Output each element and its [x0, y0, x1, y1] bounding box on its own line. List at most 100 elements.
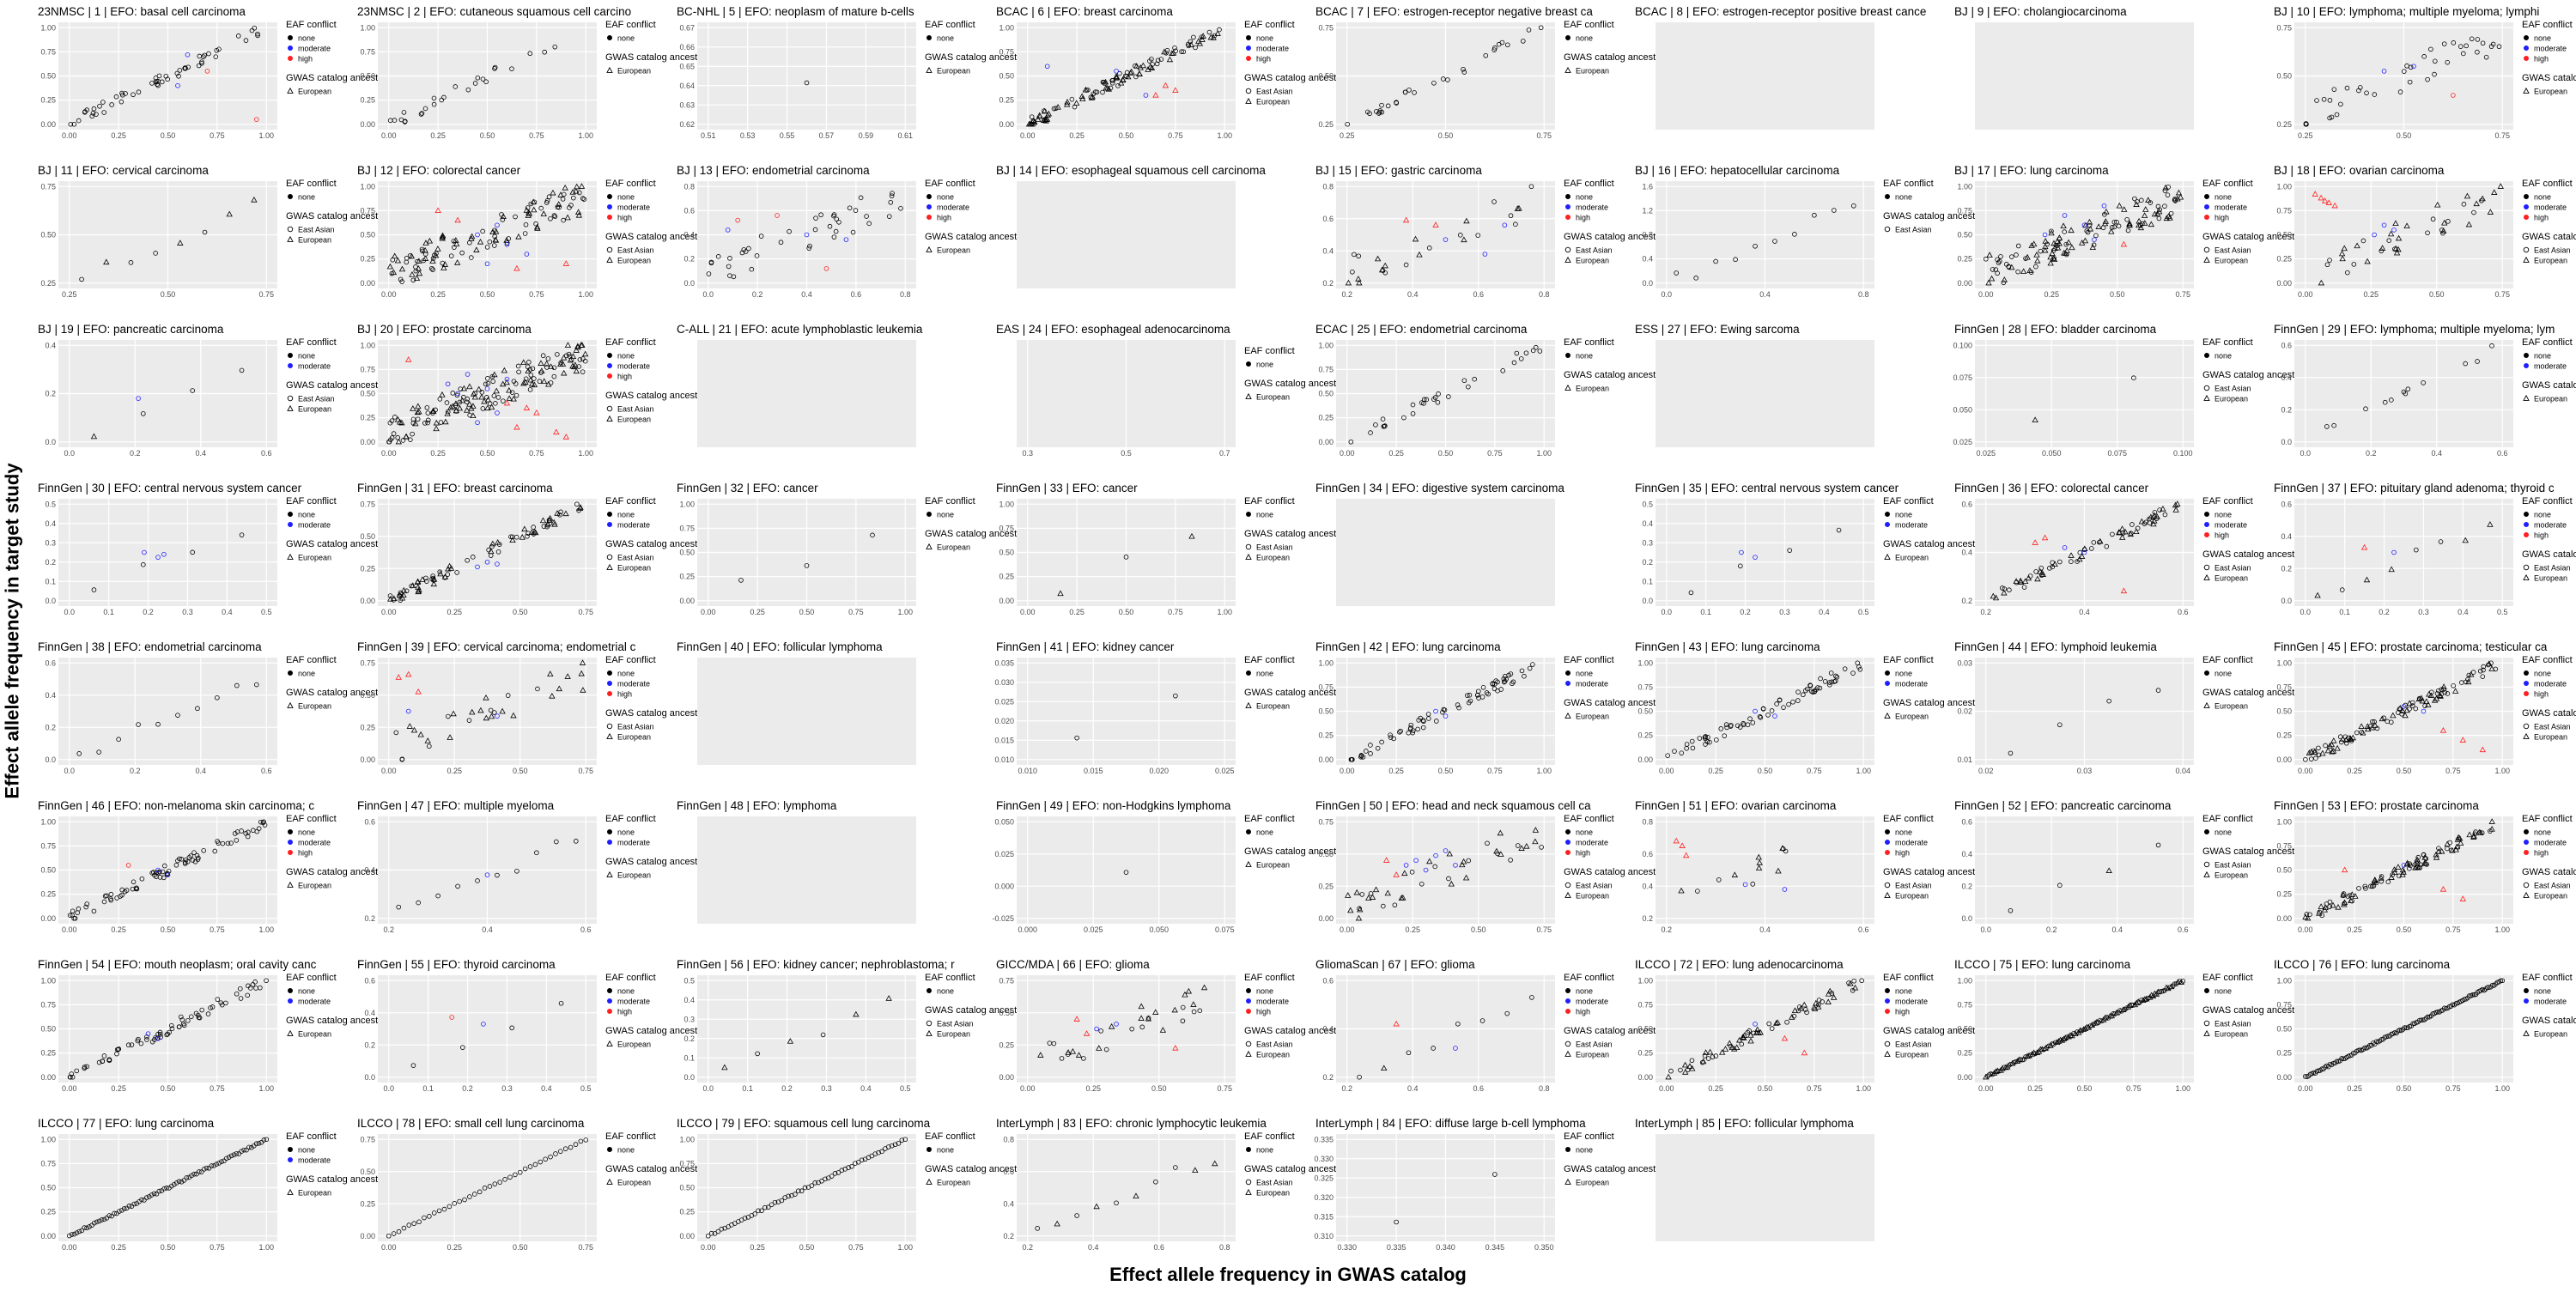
data-point: [571, 195, 576, 201]
data-point: [573, 839, 579, 844]
y-tick-label: 0.25: [2276, 890, 2292, 899]
legend-label: European: [298, 236, 331, 245]
legend-key-high: [2524, 691, 2529, 696]
data-point: [544, 520, 551, 527]
data-point: [161, 1186, 167, 1192]
legend-label: high: [617, 1008, 632, 1016]
y-tick-label: 0.00: [2276, 1073, 2292, 1082]
legend-label: East Asian: [1256, 543, 1293, 552]
data-point: [437, 397, 443, 402]
data-point: [2392, 246, 2397, 252]
legend-label: moderate: [2534, 839, 2567, 847]
legend-label: East Asian: [617, 723, 654, 731]
data-point: [2105, 867, 2112, 873]
data-point: [470, 555, 476, 560]
x-tick-label: 0.2: [1740, 608, 1751, 616]
data-point: [2363, 406, 2368, 412]
data-point: [1356, 253, 1362, 259]
data-point: [466, 718, 472, 723]
x-tick-label: 0.1: [1700, 608, 1711, 616]
data-point: [2047, 259, 2054, 266]
data-point: [2413, 706, 2419, 712]
data-point: [386, 263, 394, 270]
data-point: [1769, 708, 1775, 713]
y-axis: 0.000.250.500.751.00: [999, 500, 1236, 605]
data-point: [1065, 1049, 1072, 1055]
y-tick-label: 0.50: [2276, 72, 2292, 81]
data-point: [225, 840, 231, 846]
data-point: [1096, 1045, 1103, 1051]
y-tick-label: 0.3: [1642, 538, 1653, 547]
data-point: [1723, 722, 1729, 727]
panel-background: [1336, 816, 1555, 924]
data-point: [2021, 585, 2027, 590]
data-point: [538, 205, 544, 211]
legend-key-east-asian: [1884, 882, 1891, 889]
data-point: [431, 1210, 437, 1216]
y-tick-label: 0.50: [40, 231, 56, 240]
legend-label: East Asian: [298, 226, 335, 234]
data-point: [219, 1159, 224, 1164]
data-point: [1997, 1067, 2004, 1073]
legend-title: GWAS catalog ancestry: [1883, 1026, 1984, 1036]
x-tick-label: 0.00: [2298, 1084, 2313, 1093]
data-point: [192, 858, 198, 864]
data-point: [1128, 68, 1135, 75]
x-tick-label: 0.25: [62, 290, 77, 299]
legend-key-moderate: [1565, 998, 1571, 1004]
data-point: [562, 510, 569, 517]
legend-label: none: [298, 828, 315, 837]
data-point: [185, 64, 191, 70]
data-point: [2455, 834, 2462, 840]
legend-key-european: [2203, 870, 2210, 877]
data-point: [480, 228, 485, 234]
y-tick-label: 0.6: [2281, 341, 2292, 349]
data-point: [2148, 221, 2155, 227]
data-point: [2174, 195, 2181, 202]
legend-key-moderate: [2524, 998, 2529, 1004]
data-point: [223, 1000, 228, 1006]
x-tick-label: 0.6: [580, 925, 592, 934]
y-axis: 0.250.500.75: [1318, 23, 1555, 129]
y-tick-label: 0.4: [1642, 882, 1653, 890]
data-point: [466, 401, 473, 407]
data-point: [2068, 227, 2075, 234]
legend-key-none: [1246, 670, 1251, 676]
legend-title: EAF conflict: [1564, 337, 1614, 348]
x-axis: 0.00 0.25 0.50 0.75: [1020, 975, 1232, 1093]
data-point: [2081, 549, 2087, 555]
legend-key-european: [1245, 392, 1252, 399]
data-point: [483, 381, 489, 387]
data-point: [2047, 253, 2054, 260]
data-point: [82, 1225, 87, 1230]
y-axis: 0.620.630.640.650.660.67: [679, 23, 916, 129]
data-point: [1466, 858, 1472, 864]
data-point: [1485, 691, 1491, 697]
x-tick-label: 0.75: [848, 1243, 864, 1252]
legend-title: GWAS catalog ancestry: [2202, 1005, 2303, 1016]
data-point: [504, 241, 510, 247]
data-point: [1812, 1005, 1819, 1012]
facet-panel: ILCCO | 79 | EFO: squamous cell lung car…: [677, 1117, 1025, 1252]
x-axis: 0.0 0.1 0.2 0.3 0.4 0.5: [383, 975, 592, 1093]
y-tick-label: 0.50: [1318, 707, 1334, 716]
data-point: [486, 547, 491, 553]
y-axis: 0.000.250.500.751.00: [679, 500, 916, 605]
panel-background: [697, 22, 916, 130]
data-point: [2351, 262, 2357, 267]
data-point: [2411, 64, 2416, 70]
data-point: [2360, 1046, 2366, 1052]
data-point: [579, 659, 586, 665]
legend-label: high: [1895, 849, 1910, 858]
legend-label: none: [1576, 1146, 1593, 1155]
y-tick-label: 0.25: [679, 573, 695, 581]
legend-label: none: [937, 193, 954, 202]
data-point: [2312, 191, 2318, 197]
y-tick-label: 0.5: [683, 976, 695, 985]
data-point: [1795, 689, 1801, 695]
data-point: [708, 259, 714, 265]
data-point: [2412, 862, 2418, 868]
data-point: [2085, 229, 2091, 235]
data-point: [2379, 245, 2386, 251]
